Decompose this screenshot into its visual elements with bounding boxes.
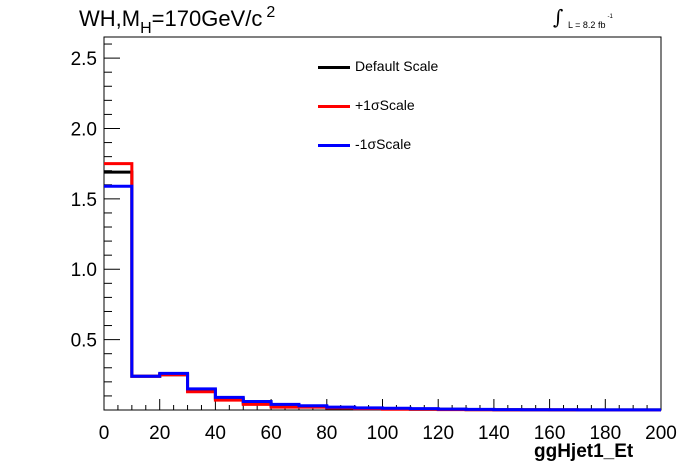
x-tick-label: 120: [422, 423, 454, 444]
plot-frame: [103, 36, 662, 411]
x-tick-label: 40: [205, 423, 226, 444]
legend-swatch: [318, 144, 350, 147]
x-tick-label: 60: [261, 423, 282, 444]
integral-symbol: ∫: [553, 5, 564, 29]
x-tick-label: 100: [367, 423, 399, 444]
x-tick-labels: 0 20 40 60 80 100 120 140 160 180 200: [99, 423, 677, 444]
luminosity-label: ∫ L = 8.2 fb-1: [553, 5, 613, 30]
x-tick-label: 0: [99, 423, 110, 444]
y-tick-labels: 0.5 1.0 1.5 2.0 2.5: [71, 49, 97, 352]
chart-title: WH,MH=170GeV/c 2: [79, 4, 276, 37]
x-axis-title: ggHjet1_Et: [534, 441, 634, 462]
x-tick-label: 180: [589, 423, 621, 444]
legend-label: Default Scale: [355, 58, 439, 74]
y-tick-label: 2.5: [71, 49, 97, 70]
x-tick-label: 160: [534, 423, 566, 444]
x-tick-label: 200: [645, 423, 677, 444]
y-tick-label: 2.0: [71, 119, 97, 140]
y-tick-label: 1.0: [71, 260, 97, 281]
title-main: WH,M: [79, 6, 141, 31]
legend-label: +1σScale: [355, 97, 415, 113]
luminosity-superscript: -1: [607, 14, 613, 20]
x-tick-label: 80: [316, 423, 337, 444]
series-line-2: [104, 184, 661, 412]
title-superscript: 2: [266, 4, 276, 21]
legend-label: -1σScale: [355, 136, 412, 152]
luminosity-text: L = 8.2 fb: [568, 20, 606, 30]
title-rest: =170GeV/c: [151, 6, 263, 31]
y-tick-label: 1.5: [71, 190, 97, 211]
title-subscript: H: [140, 20, 152, 37]
y-tick-label: 0.5: [71, 331, 97, 352]
x-tick-label: 20: [149, 423, 170, 444]
legend-swatch: [318, 66, 350, 69]
x-tick-label: 140: [478, 423, 510, 444]
series-group: [104, 162, 661, 412]
legend-swatch: [318, 105, 350, 108]
